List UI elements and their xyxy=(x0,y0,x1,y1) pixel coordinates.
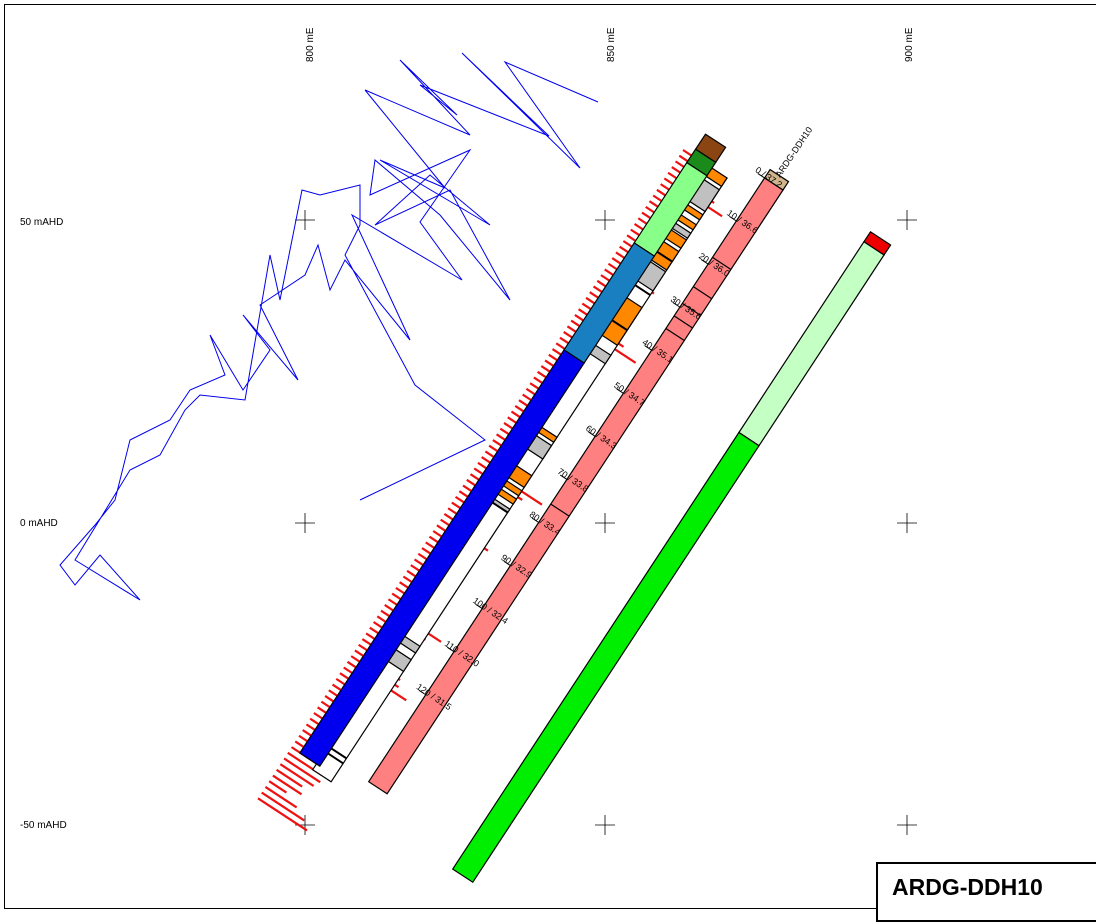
easting-label-800: 800 mE xyxy=(305,27,316,62)
grade-bar xyxy=(283,757,321,784)
grade-bar xyxy=(630,228,641,237)
grade-bar xyxy=(492,439,503,447)
elevation-label-0: 0 mAHD xyxy=(20,518,58,529)
downhole-tracks xyxy=(298,133,892,884)
depth-tick xyxy=(672,302,681,308)
depth-tick xyxy=(447,646,455,653)
grade-bar xyxy=(268,780,288,794)
depth-tick xyxy=(757,173,765,179)
grade-bar xyxy=(272,774,303,796)
grade-bar xyxy=(302,729,313,737)
depth-tick xyxy=(418,689,427,696)
elevation-label-minus50: -50 mAHD xyxy=(20,820,67,831)
grade-bar xyxy=(428,535,439,544)
grade-bar xyxy=(522,393,532,402)
hole-title: ARDG-DDH10 xyxy=(892,874,1043,900)
depth-tick xyxy=(503,560,511,566)
depth-tick xyxy=(531,517,539,523)
interval-mark xyxy=(712,256,732,270)
depth-tick xyxy=(559,474,568,480)
depth-tick xyxy=(729,216,737,222)
grade-bar xyxy=(276,768,303,788)
depth-tick xyxy=(644,345,652,351)
depth-tick xyxy=(475,603,483,610)
grade-bar xyxy=(525,387,537,396)
easting-label-900: 900 mE xyxy=(904,27,915,62)
interval-mark xyxy=(550,503,570,517)
grade-bar xyxy=(264,785,298,809)
interval-mark xyxy=(692,286,713,300)
grade-bar xyxy=(555,342,566,351)
depth-tick xyxy=(588,431,596,437)
interval-mark xyxy=(682,302,702,316)
pale-zone xyxy=(738,240,885,447)
hole-collar-label: ARDG-DDH10 xyxy=(773,125,814,179)
depth-tick xyxy=(701,259,709,265)
grade-bar xyxy=(279,763,315,787)
grade-bar xyxy=(619,245,629,254)
interval-mark xyxy=(673,315,693,329)
interval-mark xyxy=(665,327,685,342)
green-zone xyxy=(451,431,760,884)
grade-bar xyxy=(257,797,308,832)
elevation-label-50: 50 mAHD xyxy=(20,217,63,228)
grade-bar xyxy=(261,791,305,822)
geophysics-trace xyxy=(59,52,599,601)
title-box: ARDG-DDH10 xyxy=(876,862,1096,922)
fresh-rock-zone xyxy=(298,349,585,768)
depth-tick xyxy=(616,388,624,394)
easting-label-850: 850 mE xyxy=(606,27,617,62)
